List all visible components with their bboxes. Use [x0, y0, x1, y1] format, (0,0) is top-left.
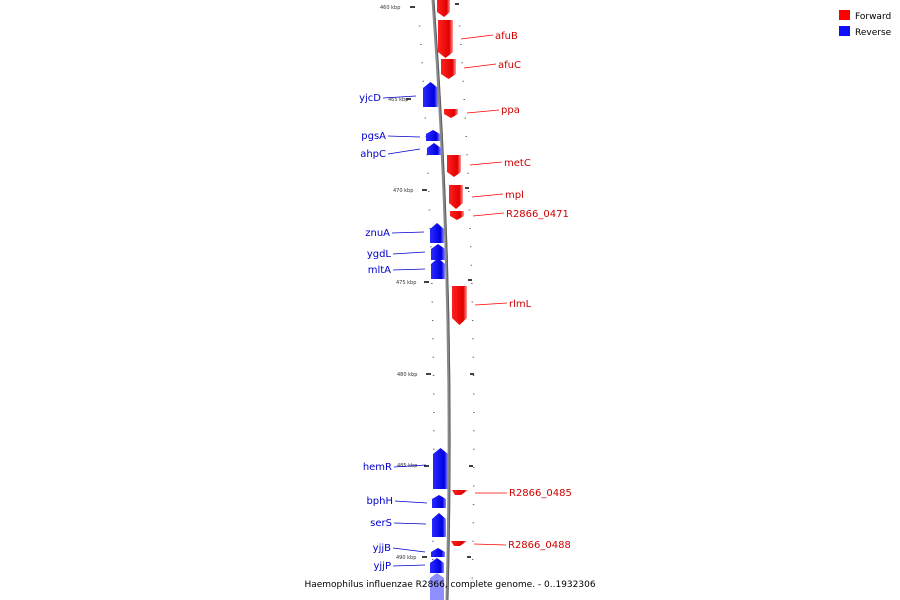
gene-label-R2866_0471[interactable]: R2866_0471 — [506, 209, 569, 220]
gene-arrow-ahpC[interactable] — [427, 143, 441, 155]
gene-arrow-bphH[interactable] — [432, 495, 446, 508]
gene-arrow-afuC[interactable] — [441, 59, 456, 79]
gene-label-mltA[interactable]: mltA — [368, 265, 391, 276]
gene-arrow-hemR[interactable] — [433, 448, 448, 489]
gene-arrow-R2866_0485[interactable] — [452, 490, 468, 495]
tick-label-470: 470 kbp — [393, 188, 413, 194]
gene-arrow-rlmL[interactable] — [452, 286, 467, 325]
gene-arrow-znuA[interactable] — [430, 223, 444, 243]
gene-label-R2866_0485[interactable]: R2866_0485 — [509, 488, 572, 499]
gene-label-R2866_0488[interactable]: R2866_0488 — [508, 540, 571, 551]
gene-arrow-metC[interactable] — [447, 155, 461, 177]
genome-backbone-edge — [433, 0, 451, 600]
gene-arrow-yjjP[interactable] — [430, 558, 444, 573]
gene-arrow-ppa[interactable] — [444, 109, 458, 118]
gene-arrow-R2866_0471[interactable] — [450, 211, 464, 220]
forward-gene-labels: afuB afuC ppa metC mpl R2866_0471 rlmL R… — [495, 31, 572, 551]
gene-label-ppa[interactable]: ppa — [501, 105, 520, 116]
legend-label-reverse: Reverse — [855, 28, 892, 38]
legend: Forward Reverse — [839, 10, 892, 38]
gene-arrow-bottom[interactable] — [430, 573, 444, 600]
legend-label-forward: Forward — [855, 12, 891, 22]
gene-label-yjjB[interactable]: yjjB — [373, 543, 391, 554]
gene-label-yjcD[interactable]: yjcD — [359, 93, 381, 104]
gene-label-znuA[interactable]: znuA — [365, 228, 390, 239]
gene-label-rlmL[interactable]: rlmL — [509, 299, 532, 310]
gene-label-afuB[interactable]: afuB — [495, 31, 518, 42]
leader-lines — [382, 34, 508, 567]
gene-label-pgsA[interactable]: pgsA — [361, 131, 386, 142]
gene-arrow-ygdL[interactable] — [431, 244, 445, 260]
gene-label-metC[interactable]: metC — [504, 158, 531, 169]
legend-swatch-forward — [839, 10, 850, 20]
gene-arrow-R2866_0488[interactable] — [451, 541, 467, 546]
reverse-gene-labels: yjcD pgsA ahpC znuA ygdL mltA hemR bphH … — [359, 93, 393, 572]
gene-arrow-yjcD[interactable] — [423, 82, 438, 107]
gene-arrow-mltA[interactable] — [431, 258, 445, 279]
tick-label-480: 480 kbp — [397, 372, 417, 378]
forward-genes — [437, 0, 468, 546]
gene-label-mpl[interactable]: mpl — [505, 190, 524, 201]
genome-caption: Haemophilus influenzae R2866, complete g… — [304, 580, 595, 590]
gene-label-afuC[interactable]: afuC — [498, 60, 521, 71]
gene-arrow-pgsA[interactable] — [426, 130, 440, 141]
legend-swatch-reverse — [839, 26, 850, 36]
gene-label-ygdL[interactable]: ygdL — [367, 249, 392, 260]
gene-arrow-top[interactable] — [437, 0, 450, 17]
tick-label-460: 460 kbp — [380, 5, 400, 11]
gene-label-yjjP[interactable]: yjjP — [373, 561, 391, 572]
gene-arrow-yjjB[interactable] — [431, 548, 445, 557]
gene-label-hemR[interactable]: hemR — [363, 462, 392, 473]
tick-label-465: 465 kbp — [388, 97, 408, 103]
gene-label-serS[interactable]: serS — [370, 518, 392, 529]
gene-arrow-serS[interactable] — [432, 513, 446, 537]
minor-ticks — [418, 25, 475, 579]
genome-backbone — [431, 0, 451, 600]
tick-label-475: 475 kbp — [396, 280, 416, 286]
gene-arrow-afuB[interactable] — [438, 20, 453, 58]
gene-label-ahpC[interactable]: ahpC — [360, 149, 386, 160]
reverse-genes — [423, 82, 448, 600]
gene-arrow-mpl[interactable] — [449, 185, 463, 209]
gene-label-bphH[interactable]: bphH — [366, 496, 393, 507]
tick-label-490: 490 kbp — [396, 555, 416, 561]
